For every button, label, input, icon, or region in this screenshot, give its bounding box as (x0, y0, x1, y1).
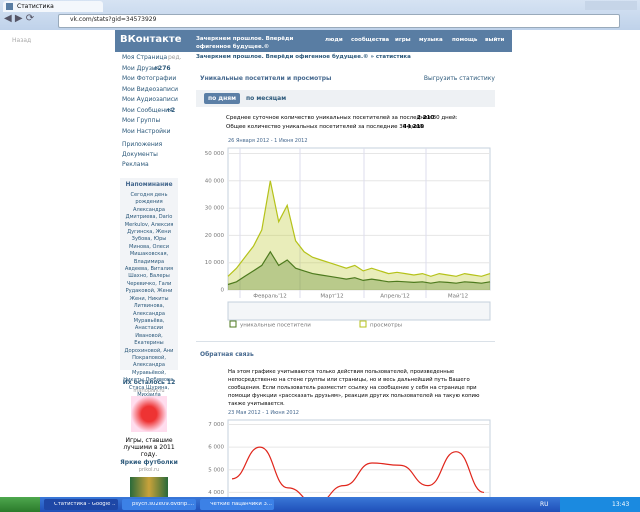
reminder-title: Напоминание (125, 181, 173, 188)
y-tick-label: 50 000 (205, 151, 225, 157)
nav-link[interactable]: люди (325, 37, 343, 43)
nav-link[interactable]: помощь (452, 37, 478, 43)
separator (196, 341, 495, 342)
tab-strip (196, 90, 495, 107)
legend-checkbox (359, 320, 367, 328)
x-tick-label: Февраль'12 (253, 294, 287, 300)
legend-label: просмотры (370, 323, 402, 329)
nav-buttons[interactable]: ◀ ▶ ⟳ (4, 13, 35, 24)
menu-extra[interactable]: +2 (166, 106, 176, 114)
tray (560, 497, 640, 512)
menu-item[interactable]: Мои Группы (122, 117, 161, 124)
menu-item[interactable]: Документы (122, 151, 158, 158)
language[interactable]: RU (540, 501, 549, 508)
ad-image[interactable] (130, 477, 168, 497)
menu-item[interactable]: Мои Настройки (122, 127, 171, 135)
total-label: Общее количество уникальных посетителей … (226, 124, 425, 130)
menu-item[interactable]: Мои Фотографии (122, 75, 177, 82)
series-line (231, 446, 485, 497)
menu-item[interactable]: Мои Аудиозаписи (122, 96, 178, 103)
tab-label[interactable]: по месяцам (246, 95, 287, 102)
menu-item[interactable]: Мои Друзья (122, 64, 160, 72)
y-tick-label: 7 000 (208, 422, 224, 428)
navigator (227, 301, 491, 321)
legend-checkbox (229, 320, 237, 328)
menu-item[interactable]: Приложения (122, 141, 163, 148)
y-tick-label: 10 000 (205, 260, 225, 266)
plot-area (227, 147, 491, 291)
logo[interactable]: ВКонтакте (120, 34, 182, 45)
address-bar[interactable] (58, 14, 620, 28)
menu-extra[interactable]: +276 (153, 64, 171, 72)
tab-active[interactable] (204, 93, 240, 104)
task-button[interactable] (44, 499, 118, 510)
avg-label: Среднее суточное количество уникальных п… (226, 115, 458, 121)
nav-link[interactable]: музыка (419, 37, 443, 43)
chart-range: 23 Мая 2012 - 1 Июня 2012 (228, 410, 299, 416)
ad-source: marioplay.ru (133, 388, 165, 394)
reminder-text: Сегодня день рождения Александра Дмитрие… (123, 192, 175, 405)
ad-title[interactable]: Их осталось 12 (122, 379, 176, 386)
url[interactable]: vk.com/stats?gid=34573929 (70, 16, 157, 23)
feedback-text: На этом графике учитываются только дейст… (228, 369, 480, 407)
series-area (228, 251, 490, 290)
menu-item[interactable]: Мои Видеозаписи (122, 85, 179, 93)
total-value: 44 219 (403, 124, 425, 130)
visitors-chart: 0 10 000 20 000 30 000 40 000 50 000 Февраль'1… (205, 147, 491, 329)
x-tick-label: Март'12 (320, 294, 343, 300)
x-tick-label: Апрель'12 (380, 294, 410, 300)
chart-range: 26 Января 2012 - 1 Июня 2012 (228, 138, 308, 144)
site-header (115, 30, 512, 52)
start-button[interactable] (0, 497, 40, 512)
breadcrumb[interactable]: Зачеркнем прошлое. Вперёди офигенное буд… (196, 54, 411, 60)
section-title: Обратная связь (200, 351, 254, 358)
task-label[interactable]: Четкие пацанчики 3... (210, 502, 272, 507)
task-button[interactable] (200, 499, 274, 510)
menu-item[interactable]: Реклама (122, 161, 149, 168)
tab-title[interactable]: Статистика (17, 3, 54, 10)
y-tick-label: 4 000 (208, 490, 224, 496)
avg-value: 2 210 (417, 115, 435, 121)
window-controls[interactable] (585, 1, 637, 10)
tab-label[interactable]: по дням (207, 95, 237, 102)
nav-link[interactable]: сообщества (351, 37, 390, 43)
ad-image[interactable] (131, 396, 167, 432)
ad-text: Игры, ставшие лучшими в 2011 году. (123, 437, 175, 458)
task-label[interactable]: psych.s02e09.dvdrip.... (132, 502, 194, 507)
y-tick-label: 6 000 (208, 445, 224, 451)
menu-extra[interactable]: ред. (168, 54, 182, 61)
ad-title[interactable]: Яркие футболки (120, 459, 178, 466)
y-tick-label: 30 000 (205, 206, 225, 212)
legend-label: уникальные посетители (240, 323, 311, 329)
reminder-box (120, 178, 178, 370)
nav-link[interactable]: игры (395, 37, 411, 43)
y-tick-label: 40 000 (205, 178, 225, 184)
ad-source: prikol.ru (138, 467, 160, 473)
series-line (227, 250, 491, 286)
plot-area (227, 419, 491, 497)
back-link[interactable]: Назад (12, 37, 32, 44)
tab[interactable] (3, 1, 103, 12)
export-link[interactable]: Выгрузить статистику (423, 75, 495, 82)
feedback-chart: 4 000 5 000 6 000 7 000 (208, 419, 491, 497)
y-tick-label: 0 (221, 288, 225, 294)
series-line (227, 180, 491, 277)
x-tick-label: Май'12 (448, 293, 468, 300)
status: Зачеркнем прошлое. Вперёди офигенное буд… (196, 36, 294, 50)
menu-item[interactable]: Мои Сообщения (122, 106, 173, 114)
task-button[interactable] (122, 499, 196, 510)
section-title: Уникальные посетители и просмотры (200, 75, 332, 82)
series-area (228, 180, 490, 290)
y-tick-label: 20 000 (205, 233, 225, 239)
tab-icon (6, 3, 13, 10)
nav-link[interactable]: выйти (485, 37, 505, 43)
menu-item[interactable]: Моя Страница (122, 54, 168, 61)
clock: 13:43 (612, 501, 630, 508)
y-tick-label: 5 000 (208, 467, 224, 473)
task-label[interactable]: Статистика - Google ... (54, 502, 116, 507)
